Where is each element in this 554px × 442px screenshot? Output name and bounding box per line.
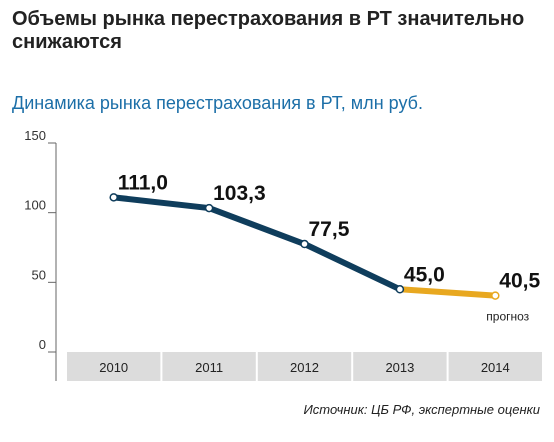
x-tick-label: 2014 — [481, 360, 510, 375]
chart-title: Объемы рынка перестрахования в РТ значит… — [12, 8, 525, 53]
data-point — [395, 285, 405, 294]
x-tick-label: 2010 — [99, 360, 128, 375]
data-point — [204, 203, 214, 213]
chart-subtitle: Динамика рынка перестрахования в РТ, млн… — [12, 93, 423, 113]
x-tick-label: 2012 — [290, 360, 319, 375]
data-labels: 111,0 103,3 77,5 45,0 40,5 прогноз — [118, 171, 541, 323]
data-label: 111,0 — [118, 171, 168, 194]
data-label: 45,0 — [404, 263, 445, 286]
series-lines — [110, 194, 499, 299]
source-note: Источник: ЦБ РФ, экспертные оценки — [303, 402, 540, 417]
data-point — [491, 291, 500, 300]
y-axis: 0 50 100 150 — [24, 128, 57, 381]
y-tick-label: 150 — [24, 128, 46, 143]
y-tick-label: 0 — [39, 337, 46, 352]
x-axis-band: 2010 2011 2012 2013 2014 — [65, 352, 544, 381]
forecast-line — [396, 286, 499, 299]
data-label: 40,5 — [499, 270, 540, 293]
forecast-note: прогноз — [486, 310, 529, 324]
y-tick-label: 100 — [24, 198, 46, 213]
data-point — [109, 193, 118, 202]
data-point — [300, 239, 309, 249]
actual-line — [110, 194, 403, 293]
y-tick-label: 50 — [32, 267, 46, 282]
x-tick-label: 2011 — [195, 360, 223, 375]
x-axis-band-bg — [66, 352, 543, 381]
series-points — [109, 193, 500, 300]
data-label: 77,5 — [309, 218, 350, 241]
data-label: 103,3 — [213, 182, 266, 205]
x-tick-label: 2013 — [385, 360, 414, 375]
